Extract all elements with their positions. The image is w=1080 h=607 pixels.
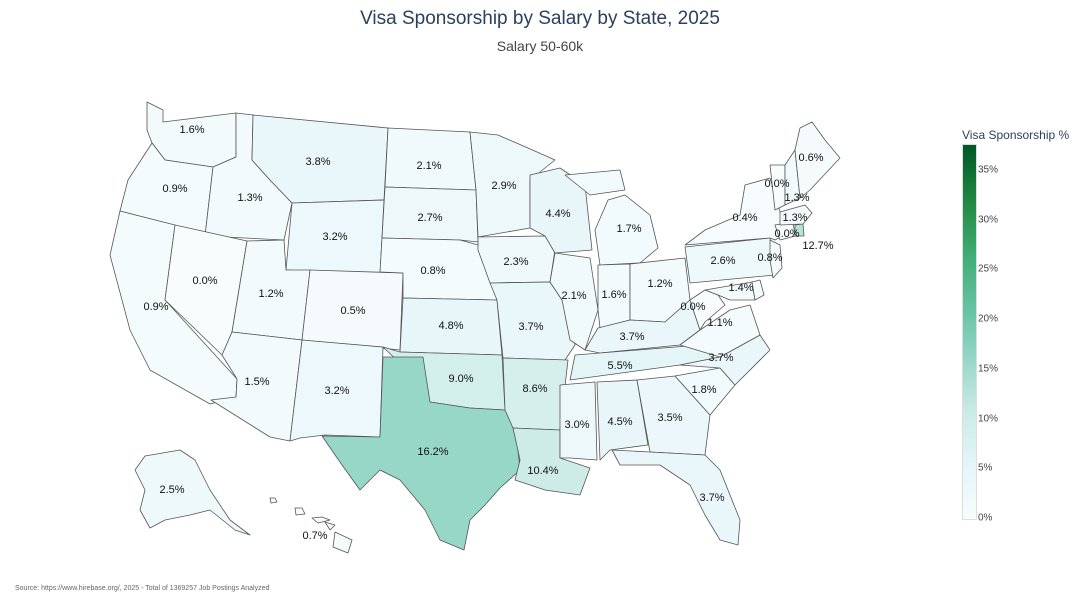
state-sd[interactable] bbox=[381, 186, 479, 243]
state-label-mn: 2.9% bbox=[491, 180, 516, 192]
state-label-ga: 3.5% bbox=[657, 412, 682, 424]
state-label-ri: 12.7% bbox=[802, 240, 833, 252]
state-label-tn: 5.5% bbox=[607, 360, 632, 372]
source-note: Source: https://www.hirebase.org/, 2025 … bbox=[15, 585, 270, 592]
state-label-ut: 1.2% bbox=[258, 288, 283, 300]
state-de[interactable] bbox=[751, 279, 765, 301]
state-label-mi: 1.7% bbox=[616, 223, 641, 235]
state-label-wy: 3.2% bbox=[322, 231, 347, 243]
state-label-ct: 0.0% bbox=[774, 228, 799, 240]
state-label-md: 1.4% bbox=[728, 282, 753, 294]
colorbar-tick: 20% bbox=[978, 313, 999, 325]
state-tx[interactable] bbox=[321, 356, 521, 551]
state-label-ms: 3.0% bbox=[564, 419, 589, 431]
colorbar-tick: 15% bbox=[978, 363, 999, 375]
state-label-id: 1.3% bbox=[237, 192, 262, 204]
state-label-wi: 4.4% bbox=[545, 208, 570, 220]
colorbar bbox=[962, 144, 977, 520]
state-label-ar: 8.6% bbox=[522, 383, 547, 395]
state-label-mo: 3.7% bbox=[518, 321, 543, 333]
colorbar-tick: 0% bbox=[978, 512, 993, 524]
state-label-ma: 1.3% bbox=[782, 212, 807, 224]
state-il[interactable] bbox=[549, 252, 599, 351]
colorbar-tick: 25% bbox=[978, 263, 999, 275]
state-label-nh: 1.3% bbox=[784, 192, 809, 204]
state-label-sd: 2.7% bbox=[417, 212, 442, 224]
chart-subtitle: Salary 50-60k bbox=[496, 38, 584, 54]
state-label-nd: 2.1% bbox=[416, 160, 441, 172]
state-label-va: 1.1% bbox=[707, 317, 732, 329]
colorbar-tick: 10% bbox=[978, 413, 999, 425]
state-label-ia: 2.3% bbox=[503, 256, 528, 268]
state-label-co: 0.5% bbox=[340, 305, 365, 317]
state-al[interactable] bbox=[596, 379, 649, 461]
state-label-al: 4.5% bbox=[607, 416, 632, 428]
state-label-pa: 2.6% bbox=[710, 255, 735, 267]
state-label-wa: 1.6% bbox=[179, 124, 204, 136]
state-label-ky: 3.7% bbox=[619, 331, 644, 343]
colorbar-tick: 30% bbox=[978, 214, 999, 226]
state-label-hi: 0.7% bbox=[302, 530, 327, 542]
state-wi[interactable] bbox=[529, 167, 593, 254]
state-ak[interactable] bbox=[134, 449, 251, 536]
state-label-tx: 16.2% bbox=[417, 446, 448, 458]
state-label-la: 10.4% bbox=[527, 465, 558, 477]
state-hi[interactable] bbox=[269, 497, 353, 554]
state-label-ok: 9.0% bbox=[448, 373, 473, 385]
state-label-az: 1.5% bbox=[244, 376, 269, 388]
colorbar-tick: 5% bbox=[978, 462, 993, 474]
state-label-nj: 0.8% bbox=[757, 252, 782, 264]
chart-title: Visa Sponsorship by Salary by State, 202… bbox=[360, 8, 720, 29]
colorbar-title: Visa Sponsorship % bbox=[962, 128, 1070, 142]
colorbar-tick: 35% bbox=[978, 164, 999, 176]
state-label-ca: 0.9% bbox=[143, 301, 168, 313]
state-mi[interactable] bbox=[564, 169, 659, 266]
state-label-nc: 3.7% bbox=[708, 352, 733, 364]
state-label-me: 0.6% bbox=[798, 152, 823, 164]
state-md[interactable] bbox=[704, 281, 756, 301]
state-ga[interactable] bbox=[636, 375, 711, 456]
state-label-il: 2.1% bbox=[561, 290, 586, 302]
state-label-oh: 1.2% bbox=[647, 278, 672, 290]
state-label-sc: 1.8% bbox=[691, 384, 716, 396]
state-label-ak: 2.5% bbox=[159, 484, 184, 496]
state-ma[interactable] bbox=[779, 204, 813, 226]
state-label-nm: 3.2% bbox=[324, 385, 349, 397]
state-label-nv: 0.0% bbox=[192, 275, 217, 287]
state-label-vt: 0.0% bbox=[764, 178, 789, 190]
state-label-ne: 0.8% bbox=[420, 265, 445, 277]
state-me[interactable] bbox=[794, 121, 841, 199]
state-label-in: 1.6% bbox=[601, 289, 626, 301]
state-label-ks: 4.8% bbox=[438, 320, 463, 332]
state-label-ny: 0.4% bbox=[732, 212, 757, 224]
state-ms[interactable] bbox=[559, 381, 598, 461]
state-label-mt: 3.8% bbox=[305, 156, 330, 168]
state-nj[interactable] bbox=[769, 239, 783, 279]
state-label-wv: 0.0% bbox=[680, 301, 705, 313]
state-fl[interactable] bbox=[611, 449, 741, 546]
state-label-fl: 3.7% bbox=[699, 492, 724, 504]
state-label-or: 0.9% bbox=[162, 183, 187, 195]
